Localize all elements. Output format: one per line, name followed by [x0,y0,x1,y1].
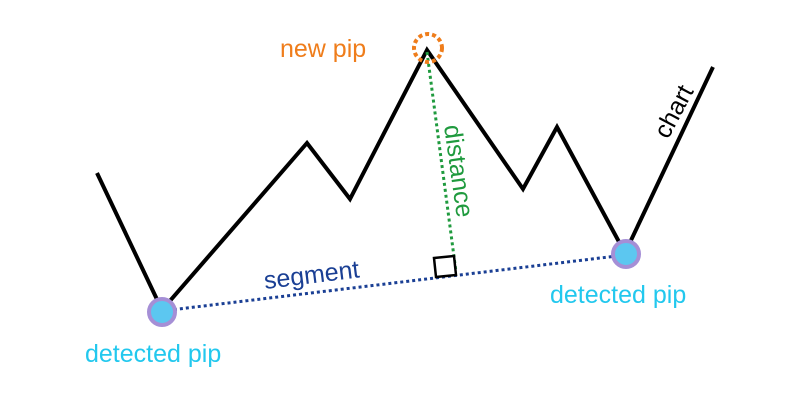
segment-label: segment [262,255,361,294]
chart-line [97,50,713,310]
right-angle-marker [434,256,456,277]
detected-pip-right-label: detected pip [550,281,686,309]
detected-pip-left-label: detected pip [85,340,221,368]
detected-pip-right-marker [613,241,639,267]
new-pip-label: new pip [280,35,366,63]
detected-pip-left-marker [149,299,175,325]
